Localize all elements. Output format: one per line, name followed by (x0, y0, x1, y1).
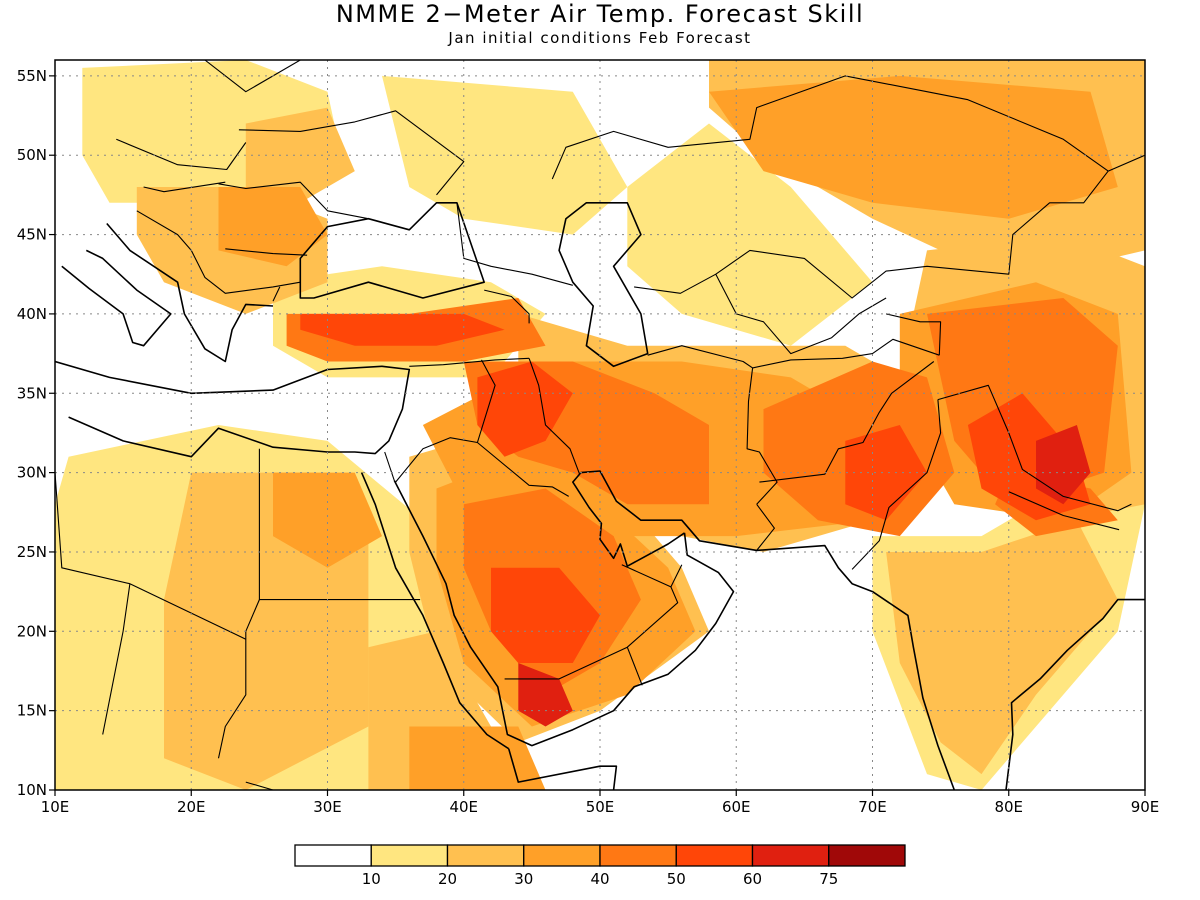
lat-tick-label: 25N (17, 543, 47, 561)
legend-swatch (675, 844, 754, 867)
skill-field (55, 60, 1145, 790)
legend-label: 75 (819, 870, 838, 888)
border-iran-afghan (746, 367, 778, 505)
legend-label: 50 (667, 870, 686, 888)
border-algeria-libya (55, 472, 131, 585)
legend-label: 20 (438, 870, 457, 888)
lon-tick-label: 10E (41, 798, 70, 816)
lon-tick-label: 50E (586, 798, 615, 816)
border-chad (217, 631, 247, 759)
border-iran-pak (756, 503, 775, 551)
border-nepal (1008, 491, 1120, 531)
border-caucasus (456, 202, 573, 286)
border-tajik-china (885, 313, 942, 356)
border-pak-india (851, 399, 942, 570)
border-mongolia (1107, 154, 1145, 172)
legend-swatch (446, 844, 525, 867)
lat-tick-label: 10N (17, 781, 47, 799)
border-balkan (136, 210, 301, 294)
border-syria-iraq (476, 359, 496, 443)
border-iraq-saudi (477, 442, 569, 497)
fill-romania (218, 187, 328, 267)
gridline-layer (55, 60, 1145, 790)
map-subtitle: Jan initial conditions Feb Forecast (448, 29, 752, 47)
legend-swatch (294, 844, 372, 867)
coastline-layer (55, 202, 1145, 790)
border-hungary (143, 181, 226, 193)
lon-tick-label: 60E (722, 798, 751, 816)
lat-tick-label: 40N (17, 305, 47, 323)
lat-tick-label: 30N (17, 464, 47, 482)
fill-anatolia-core (300, 313, 505, 346)
fill-najd (491, 567, 600, 663)
coast-gulf (571, 470, 956, 790)
coast-africa-horn (507, 748, 618, 790)
fill-ethiopia (409, 726, 546, 790)
country-border-layer (55, 60, 1145, 790)
legend-swatch (523, 844, 601, 867)
border-niger-chad (102, 583, 131, 735)
coast-red-sea-west (360, 472, 510, 750)
lon-tick-label: 80E (994, 798, 1023, 816)
border-turkey-syria (409, 357, 530, 367)
lat-tick-label: 45N (17, 226, 47, 244)
border-afghan-north (752, 338, 940, 369)
border-saudi-jordan (395, 437, 478, 483)
lat-tick-label: 20N (17, 622, 47, 640)
border-romania-bulgaria (225, 248, 308, 256)
legend-label: 10 (362, 870, 381, 888)
border-niger (129, 583, 247, 640)
legend-swatch (370, 844, 449, 867)
legend-swatch (599, 844, 677, 867)
coast-caspian (558, 202, 649, 368)
lat-tick-label: 35N (17, 384, 47, 402)
lon-tick-label: 70E (858, 798, 887, 816)
legend-label: 30 (514, 870, 533, 888)
border-oman-yemen (626, 646, 643, 686)
coast-med-east (55, 360, 411, 458)
coast-italy (61, 249, 172, 347)
fill-indus (845, 425, 927, 521)
lat-tick-label: 15N (17, 702, 47, 720)
fill-africa-spot (273, 472, 382, 568)
border-greece-turkey (272, 286, 281, 302)
border-poland (116, 138, 247, 171)
coast-red-sea-east (393, 480, 735, 747)
map-title: NMME 2−Meter Air Temp. Forecast Skill (335, 0, 865, 28)
lat-tick-label: 50N (17, 146, 47, 164)
lat-tick-label: 55N (17, 67, 47, 85)
border-ukraine (218, 181, 369, 220)
latitude-axis: 10N 15N 20N 25N 30N 35N 40N 45N 50N 55N (17, 67, 55, 799)
lon-tick-label: 40E (449, 798, 478, 816)
fill-nepal-core (1036, 425, 1091, 505)
border-saudi-uae (621, 564, 683, 588)
fill-russia-belt (709, 75, 1118, 219)
lon-tick-label: 20E (177, 798, 206, 816)
border-belarus (238, 110, 465, 196)
lon-tick-label: 90E (1131, 798, 1160, 816)
border-sinai (384, 451, 395, 481)
legend-label: 40 (590, 870, 609, 888)
border-afghan-pak (759, 361, 935, 483)
fill-mesopotamia (477, 361, 573, 457)
legend-label: 60 (743, 870, 762, 888)
coast-aegean (106, 222, 274, 363)
border-india-china (937, 384, 1132, 512)
border-sudan-south (245, 781, 369, 790)
border-turkey-caucasus (484, 289, 530, 324)
coast-india-east (1005, 598, 1145, 790)
legend-swatch (751, 844, 830, 867)
lon-tick-label: 30E (313, 798, 342, 816)
coast-black-sea (299, 202, 486, 299)
border-iraq-iran (528, 358, 581, 475)
border-libya-sudan (245, 599, 260, 632)
color-legend: 10 20 30 40 50 60 75 (294, 844, 906, 888)
border-kazakh-russia (551, 75, 1109, 180)
longitude-axis: 10E 20E 30E 40E 50E 60E 70E 80E 90E (41, 790, 1160, 816)
border-iran-turkmen (647, 345, 753, 369)
legend-swatch (828, 844, 906, 867)
